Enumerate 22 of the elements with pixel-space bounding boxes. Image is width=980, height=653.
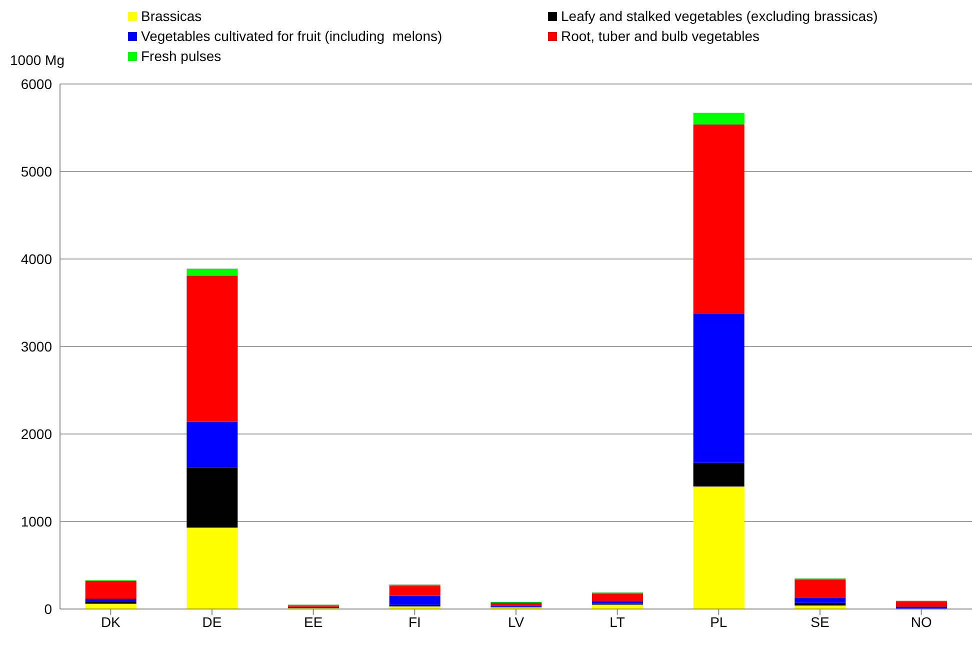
x-tick-label: DK [100, 614, 122, 630]
legend-label: Leafy and stalked vegetables (excluding brassicas) [561, 8, 878, 24]
y-tick-label: 2000 [20, 426, 52, 442]
legend-label: Fresh pulses [141, 48, 222, 64]
x-tick-label: NO [910, 614, 932, 630]
y-tick-label: 3000 [20, 338, 52, 354]
y-tick-label: 4000 [20, 250, 52, 267]
legend-label: Root, tuber and bulb vegetables [561, 28, 760, 44]
legend-label: Brassicas [141, 8, 202, 24]
x-tick-label: LT [610, 614, 626, 630]
x-tick-label: LV [508, 614, 525, 630]
x-tick-label: DE [202, 614, 222, 630]
x-tick-label: PL [710, 614, 728, 630]
y-axis-title: 1000 Mg [10, 52, 64, 68]
x-tick-label: FI [408, 614, 421, 630]
y-tick-label: 1000 [20, 513, 52, 530]
y-tick-label: 0 [44, 600, 52, 617]
x-tick-label: SE [810, 614, 830, 630]
x-tick-label: EE [304, 614, 323, 630]
legend-label: Vegetables cultivated for fruit (including melons) [141, 28, 442, 44]
y-tick-label: 6000 [20, 76, 52, 92]
y-tick-label: 5000 [20, 163, 52, 180]
